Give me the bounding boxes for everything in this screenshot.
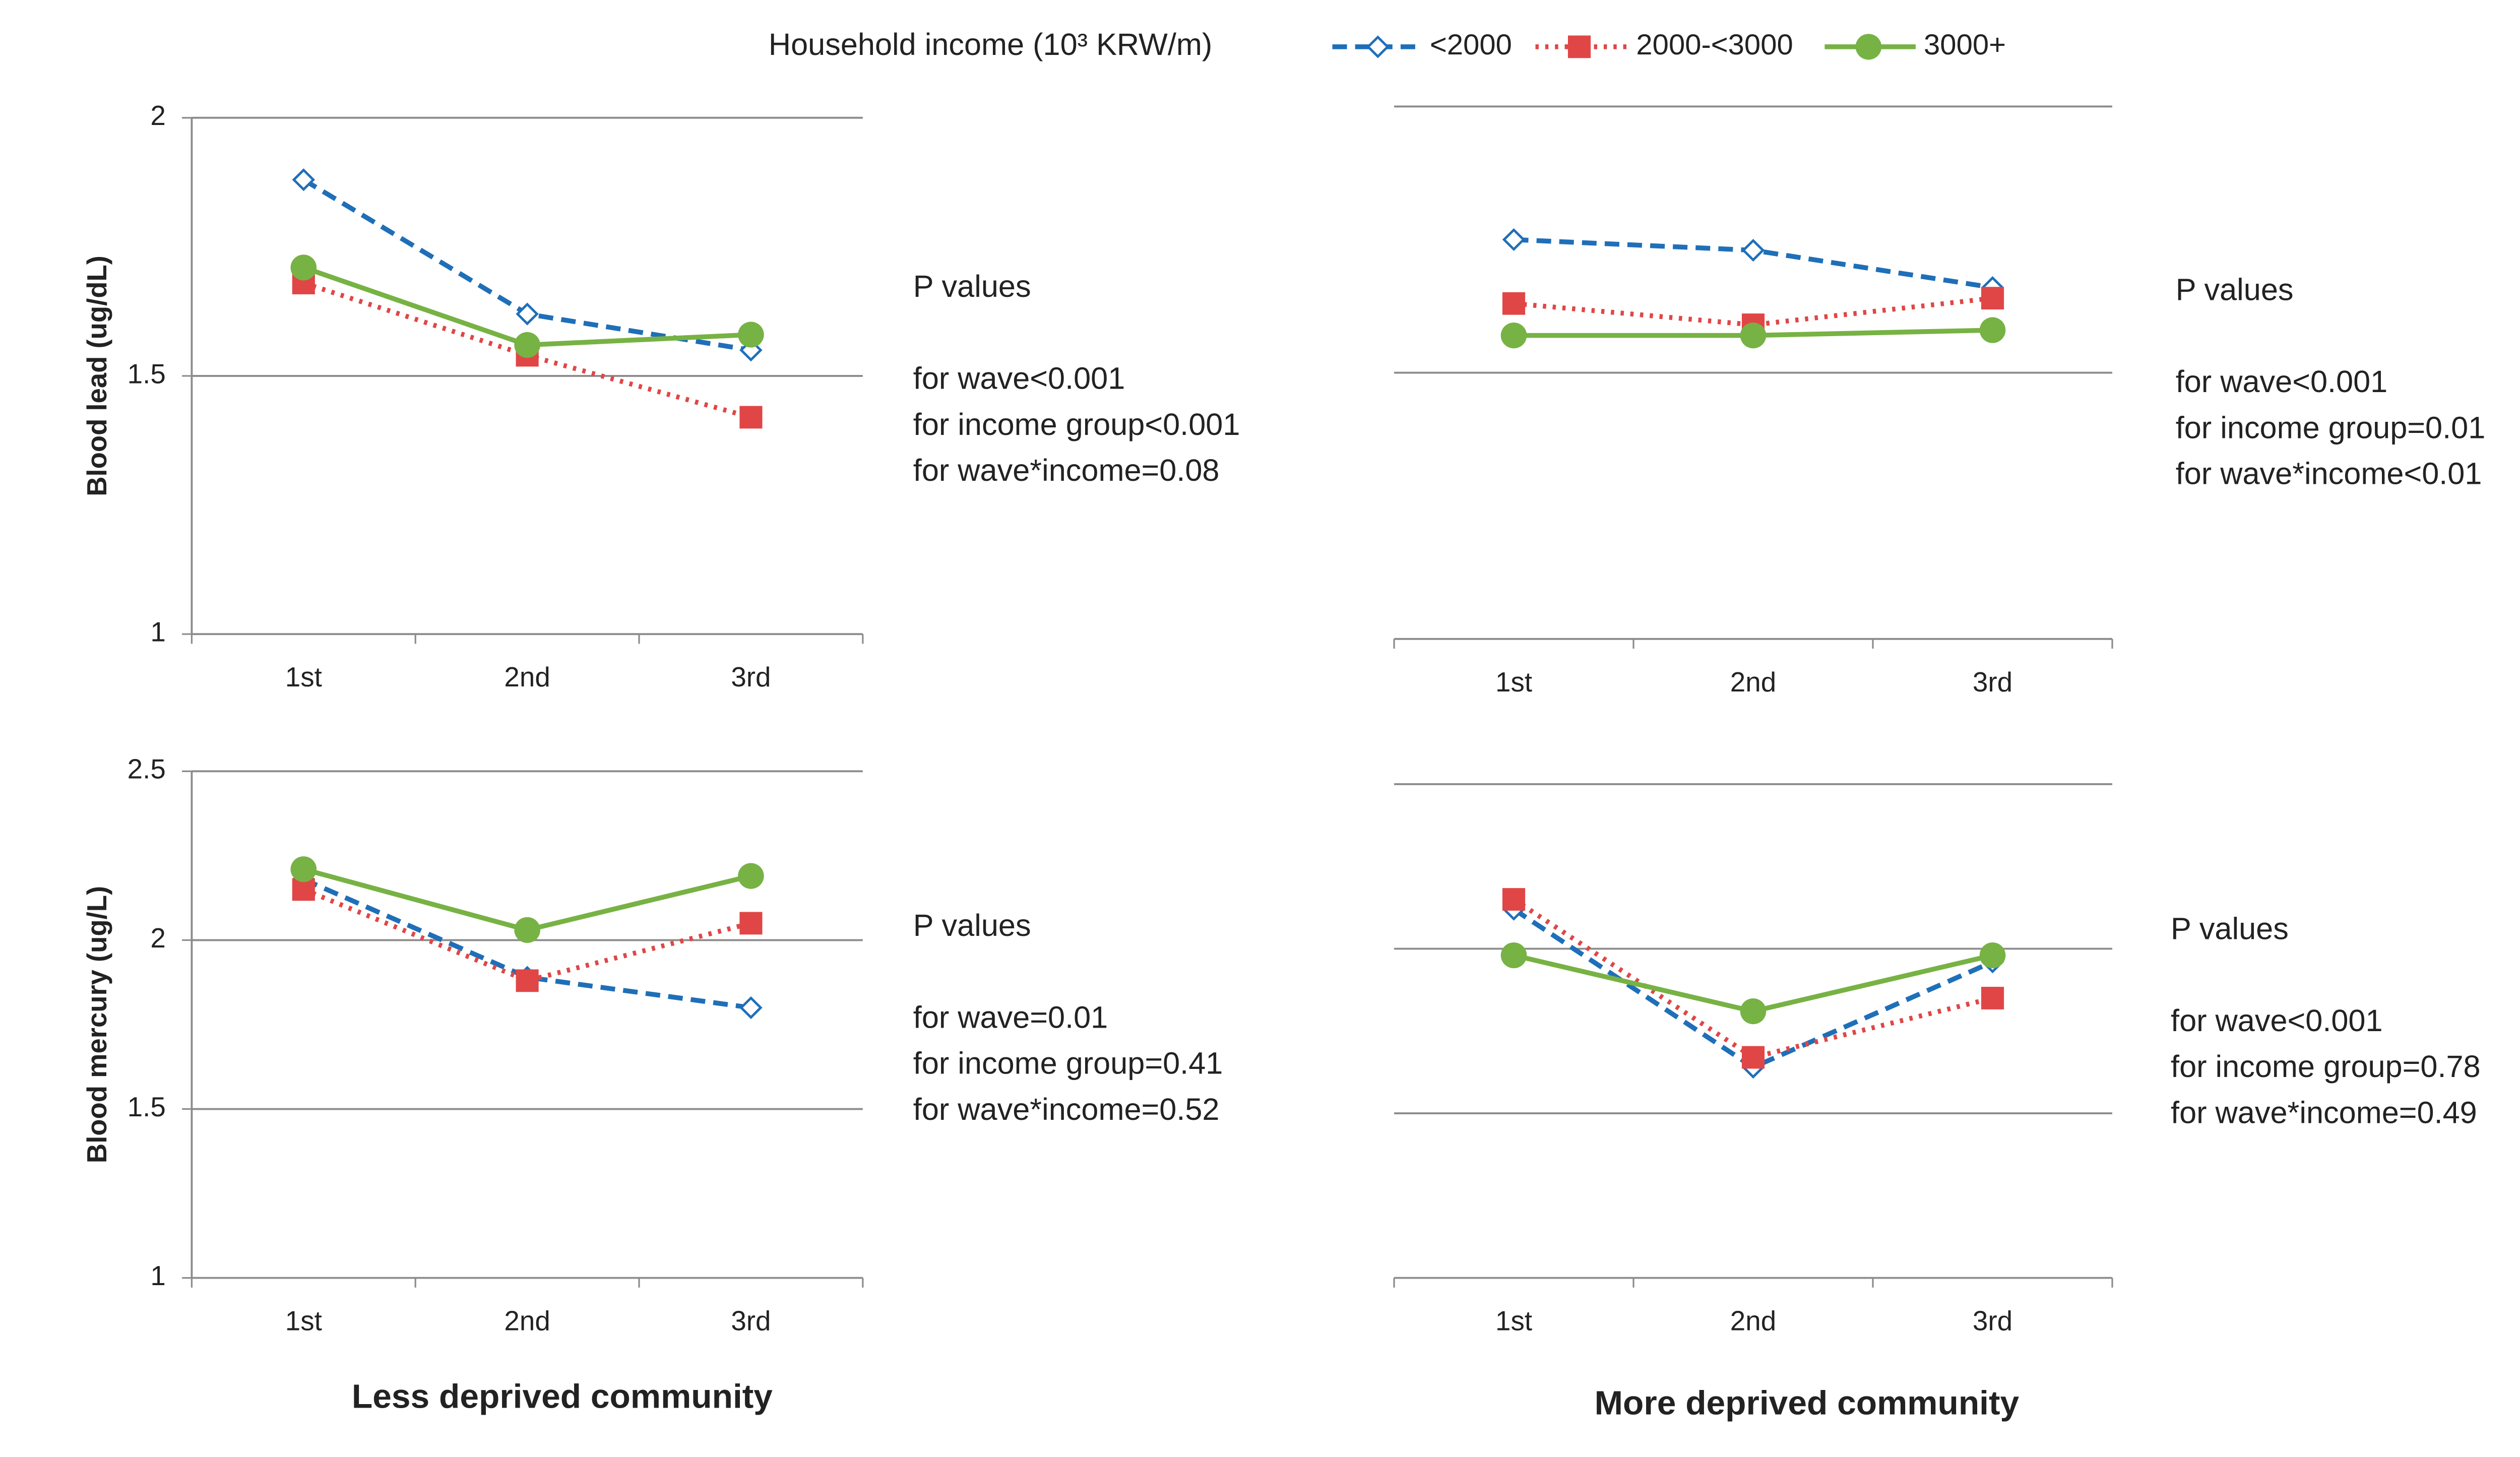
y-tick-label: 1.5: [128, 359, 166, 390]
line: [1512, 907, 1994, 1070]
x-tick-label: 2nd: [504, 1306, 550, 1337]
legend-label: 3000+: [1924, 29, 2006, 61]
x-tick-label: 1st: [285, 662, 322, 692]
series: 2000-<3000: [1502, 888, 2004, 1069]
marker: [1740, 322, 1767, 349]
marker: [1502, 888, 1526, 911]
line: [1514, 295, 1993, 328]
marker: [739, 996, 763, 1020]
marker: [290, 856, 317, 882]
marker: [1740, 998, 1767, 1025]
x-tick-label: 3rd: [1973, 667, 2012, 698]
annotation: for income group<0.001: [913, 407, 1240, 441]
column-label: More deprived community: [1595, 1384, 2020, 1422]
y-tick-label: 1: [150, 1260, 165, 1291]
marker: [514, 917, 540, 943]
series: 3000+: [1500, 317, 2006, 349]
marker: [1741, 238, 1765, 262]
marker: [1981, 987, 2004, 1009]
marker: [739, 406, 763, 429]
annotation: P values: [2176, 273, 2294, 307]
marker: [292, 168, 316, 192]
annotation: P values: [913, 269, 1031, 303]
x-tick-label: 3rd: [731, 1306, 771, 1337]
annotation: for wave*income=0.52: [913, 1092, 1220, 1126]
annotation: P values: [913, 908, 1031, 942]
marker: [514, 332, 540, 358]
annotation: for wave<0.001: [2176, 364, 2387, 399]
marker: [1500, 322, 1527, 349]
legend-marker: [1568, 35, 1591, 58]
annotation: for income group=0.41: [913, 1046, 1223, 1081]
legend-label: <2000: [1430, 29, 1512, 61]
series: <2000: [1502, 228, 2004, 299]
marker: [738, 863, 764, 889]
annotation: for wave*income<0.01: [2176, 457, 2482, 491]
annotation: for income group=0.01: [2176, 410, 2486, 445]
y-tick-label: 2: [150, 100, 165, 131]
marker: [516, 302, 539, 326]
line: [302, 887, 752, 983]
y-tick-label: 2.5: [128, 754, 166, 785]
annotation: P values: [2171, 912, 2289, 946]
marker: [739, 912, 763, 935]
legend-title: Household income (10³ KRW/m): [769, 27, 1212, 61]
line: [302, 877, 751, 1010]
y-axis-label: Blood mercury (ug/L): [82, 886, 112, 1163]
x-tick-label: 1st: [1495, 1306, 1532, 1337]
y-tick-label: 1.5: [128, 1092, 166, 1122]
annotation: for income group=0.78: [2171, 1049, 2481, 1084]
line: [1512, 897, 1993, 1060]
legend-marker: [1855, 34, 1882, 60]
x-tick-label: 1st: [1495, 667, 1532, 698]
series: 2000-<3000: [292, 878, 763, 992]
marker: [1502, 228, 1526, 251]
x-tick-label: 3rd: [1973, 1306, 2012, 1337]
series: 3000+: [290, 255, 764, 358]
annotation: for wave*income=0.49: [2171, 1096, 2477, 1130]
annotation: for wave<0.001: [913, 361, 1125, 396]
y-axis-label: Blood lead (ug/dL): [82, 256, 112, 496]
legend-label: 2000-<3000: [1636, 29, 1793, 61]
marker: [1741, 1046, 1765, 1069]
marker: [290, 255, 317, 281]
marker: [516, 969, 539, 992]
legend-marker: [1366, 35, 1390, 58]
series: <2000: [292, 168, 763, 362]
annotation: for wave<0.001: [2171, 1003, 2382, 1038]
marker: [1979, 942, 2006, 969]
marker: [1979, 317, 2006, 343]
marker: [1981, 287, 2004, 310]
x-tick-label: 3rd: [731, 662, 771, 692]
x-tick-label: 2nd: [1730, 1306, 1776, 1337]
column-label: Less deprived community: [352, 1378, 773, 1416]
y-tick-label: 2: [150, 923, 165, 954]
x-tick-label: 2nd: [1730, 667, 1776, 698]
y-tick-label: 1: [150, 617, 165, 648]
annotation: for wave*income=0.08: [913, 453, 1220, 487]
marker: [738, 322, 764, 348]
marker: [1500, 942, 1527, 969]
series: 3000+: [290, 856, 764, 943]
x-tick-label: 1st: [285, 1306, 322, 1337]
marker: [1502, 292, 1526, 315]
series: 3000+: [1500, 942, 2006, 1025]
annotation: for wave=0.01: [913, 1000, 1108, 1035]
x-tick-label: 2nd: [504, 662, 550, 692]
